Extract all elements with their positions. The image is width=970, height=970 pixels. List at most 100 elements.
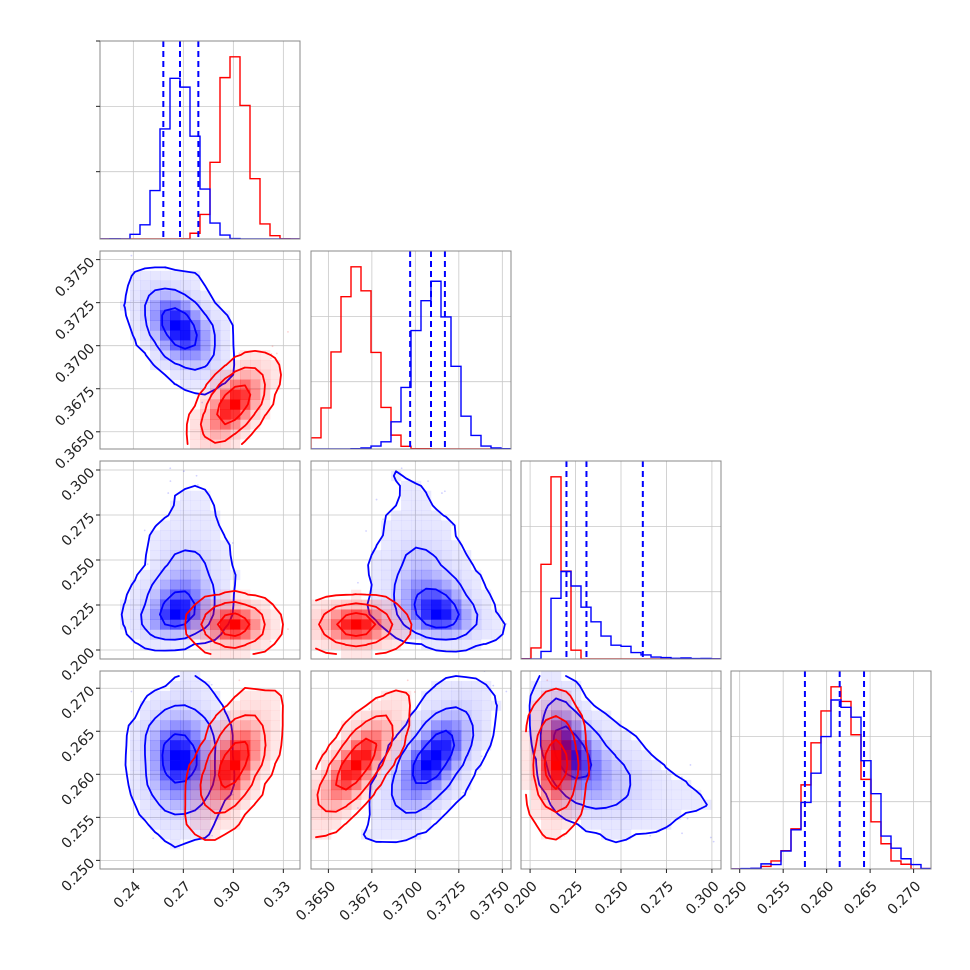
density-cell <box>160 690 171 701</box>
density-cell <box>250 359 261 371</box>
density-cell <box>170 680 181 692</box>
density-cell <box>421 500 432 511</box>
density-cell <box>381 569 392 581</box>
density-cell <box>130 609 141 620</box>
density-cell <box>190 730 201 741</box>
density-cell <box>661 819 672 830</box>
density-cell <box>531 730 542 741</box>
density-cell <box>150 359 161 371</box>
scatter-point <box>686 817 689 820</box>
density-cell <box>401 579 412 590</box>
density-cell <box>461 760 472 771</box>
density-cell <box>601 829 612 840</box>
density-cell <box>230 409 241 420</box>
scatter-point <box>270 357 272 360</box>
density-cell <box>571 809 582 820</box>
density-cell <box>611 779 622 791</box>
density-cell <box>160 569 171 581</box>
density-cell <box>210 700 221 711</box>
density-cell <box>140 710 151 721</box>
density-cell <box>581 750 592 761</box>
density-cell <box>270 609 281 620</box>
density-cell <box>441 799 452 810</box>
density-cell <box>260 720 271 731</box>
density-cell <box>381 540 392 551</box>
density-cell <box>180 379 191 390</box>
density-cell <box>230 619 241 630</box>
density-cell <box>531 760 542 771</box>
density-cell <box>411 770 422 781</box>
density-cell <box>170 310 181 321</box>
density-cell <box>230 720 241 731</box>
panel-frame <box>99 670 301 870</box>
density-cell <box>210 770 221 781</box>
density-cell <box>220 819 231 830</box>
density-cell <box>140 789 151 800</box>
density-cell <box>401 500 412 511</box>
density-cell <box>601 760 612 771</box>
density-cell <box>391 619 402 630</box>
density-cell <box>180 540 191 551</box>
density-cell <box>220 320 231 331</box>
density-cell <box>160 760 171 771</box>
density-cell <box>140 700 151 711</box>
density-cell <box>631 799 642 810</box>
contour-line <box>390 706 475 814</box>
density-cell <box>531 750 542 761</box>
density-cell <box>551 819 562 830</box>
density-cell <box>180 680 191 692</box>
density-cell <box>321 799 332 810</box>
density-cell <box>230 389 241 400</box>
density-cell <box>411 789 422 800</box>
density-cell <box>431 799 442 810</box>
density-cell <box>311 609 322 620</box>
density-cell <box>341 649 352 659</box>
density-cell <box>421 589 432 600</box>
panel-frame <box>310 670 512 870</box>
density-cell <box>180 310 191 321</box>
density-cell <box>561 690 572 701</box>
density-cell <box>210 310 221 321</box>
density-cell <box>431 700 442 711</box>
density-cell <box>671 799 682 810</box>
contour-line <box>412 729 456 784</box>
density-cell <box>381 789 392 800</box>
density-cell <box>391 609 402 620</box>
density-cell <box>210 649 221 659</box>
density-cell <box>551 690 562 701</box>
density-cell <box>351 639 362 650</box>
density-cell <box>190 779 201 791</box>
density-cell <box>541 720 552 731</box>
density-cell <box>541 779 552 791</box>
density-cell <box>521 730 532 741</box>
density-cell <box>200 599 211 610</box>
density-cell <box>210 540 221 551</box>
density-cell <box>230 700 241 711</box>
density-cell <box>461 770 472 781</box>
density-cell <box>401 530 412 541</box>
density-cell <box>471 740 482 751</box>
density-cell <box>160 280 171 291</box>
density-cell <box>531 799 542 810</box>
density-cell <box>621 730 632 741</box>
density-cell <box>130 280 141 291</box>
density-cell <box>200 569 211 581</box>
density-cell <box>200 680 211 692</box>
density-cell <box>140 809 151 820</box>
density-cell <box>200 330 211 341</box>
density-cell <box>180 359 191 371</box>
density-cell <box>391 520 402 531</box>
density-cell <box>230 770 241 781</box>
density-cell <box>190 310 201 321</box>
density-cell <box>250 740 261 751</box>
density-cell <box>170 839 181 850</box>
density-cell <box>250 350 261 361</box>
density-cell <box>371 819 382 830</box>
density-cell <box>150 730 161 741</box>
density-cell <box>140 779 151 791</box>
density-cell <box>260 629 271 640</box>
density-cell <box>250 629 261 640</box>
density-cell <box>270 720 281 731</box>
density-cell <box>611 720 622 731</box>
density-cell <box>311 639 322 650</box>
